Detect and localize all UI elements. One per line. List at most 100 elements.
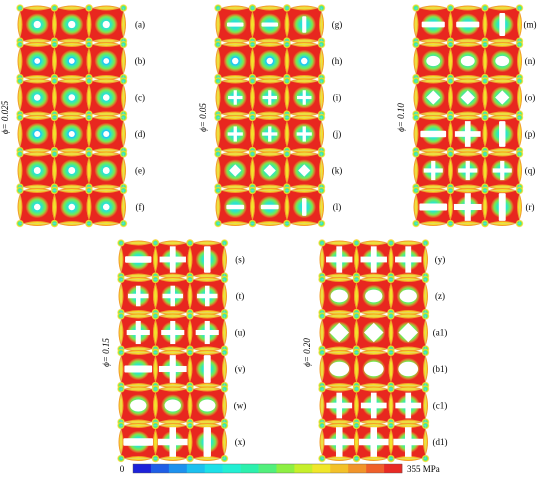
unit-cell bbox=[283, 40, 326, 82]
panel-label: (y) bbox=[435, 255, 446, 265]
colorbar: 0 355 MPa bbox=[120, 463, 440, 474]
panel-label: (a) bbox=[135, 20, 145, 30]
panel-label: (d) bbox=[135, 129, 146, 139]
contour-panel bbox=[412, 186, 524, 228]
colorbar-swatch bbox=[348, 464, 367, 473]
unit-cell bbox=[186, 239, 229, 280]
panel-group: ϕ= 0.15 (s) (t) (u) (v) (w) (x) bbox=[101, 239, 246, 463]
colorbar-swatch bbox=[240, 464, 259, 473]
panel-group: ϕ= 0.20 (y) (z) (a1) (b1) (c1) (d1) bbox=[302, 239, 448, 463]
unit-cell bbox=[248, 77, 291, 118]
unit-cell bbox=[446, 40, 489, 82]
unit-cell bbox=[283, 186, 326, 228]
unit-cell bbox=[481, 4, 524, 45]
contour-panel bbox=[318, 421, 430, 463]
panel-label: (p) bbox=[525, 129, 536, 139]
panel-label: (o) bbox=[525, 93, 536, 103]
volume-fraction-label: ϕ= 0.10 bbox=[396, 103, 406, 132]
unit-cell bbox=[318, 385, 361, 426]
unit-cell bbox=[481, 77, 524, 118]
unit-cell bbox=[387, 239, 430, 280]
colorbar-swatch bbox=[150, 464, 170, 473]
panel-label: (z) bbox=[435, 291, 445, 301]
unit-cell bbox=[283, 4, 326, 45]
panel-label: (b) bbox=[135, 56, 146, 66]
panel-label: (c1) bbox=[433, 401, 448, 411]
panel-label: (x) bbox=[235, 437, 246, 447]
unit-cell bbox=[283, 150, 326, 191]
panel-label: (l) bbox=[333, 202, 342, 212]
unit-cell bbox=[85, 4, 128, 45]
unit-cell bbox=[387, 421, 430, 463]
colorbar-swatch bbox=[204, 464, 223, 473]
unit-cell bbox=[186, 385, 229, 426]
panel-label: (g) bbox=[332, 20, 343, 30]
contour-panel bbox=[214, 4, 326, 45]
contour-panel bbox=[412, 4, 524, 45]
unit-cell bbox=[186, 421, 229, 463]
volume-fraction-label: ϕ= 0.20 bbox=[302, 338, 312, 367]
panel-label: (b1) bbox=[433, 364, 448, 374]
unit-cell bbox=[318, 348, 361, 390]
contour-panel bbox=[16, 186, 128, 228]
contour-panel bbox=[16, 4, 128, 45]
contour-panel bbox=[214, 150, 326, 191]
colorbar-swatch bbox=[276, 464, 295, 473]
colorbar-swatch bbox=[222, 464, 241, 473]
panel-label: (f) bbox=[136, 202, 145, 212]
colorbar-swatches bbox=[132, 463, 403, 474]
unit-cell bbox=[85, 186, 128, 228]
unit-cell bbox=[283, 113, 326, 155]
unit-cell bbox=[481, 186, 524, 228]
unit-cell bbox=[186, 275, 229, 317]
contour-panel bbox=[318, 275, 430, 317]
unit-cell bbox=[117, 421, 160, 463]
contour-panel bbox=[412, 40, 524, 82]
panel-label: (e) bbox=[135, 166, 145, 176]
panel-group: ϕ= 0.025 (a) (b) (c) (d) (e) (f) bbox=[0, 4, 145, 228]
unit-cell bbox=[387, 275, 430, 317]
contour-panel bbox=[16, 113, 128, 155]
volume-fraction-label: ϕ= 0.15 bbox=[101, 338, 111, 367]
colorbar-swatch bbox=[186, 464, 206, 473]
panel-label: (m) bbox=[524, 20, 537, 30]
panel-label: (c) bbox=[135, 93, 145, 103]
contour-panel bbox=[214, 186, 326, 228]
panel-label: (r) bbox=[526, 202, 535, 212]
unit-cell bbox=[186, 312, 229, 353]
contour-panel bbox=[117, 312, 229, 353]
unit-cell bbox=[412, 77, 455, 118]
contour-panel bbox=[412, 77, 524, 118]
unit-cell bbox=[387, 348, 430, 390]
panel-label: (i) bbox=[333, 93, 342, 103]
panel-label: (j) bbox=[333, 129, 342, 139]
contour-panel bbox=[318, 312, 430, 353]
colorbar-swatch bbox=[168, 464, 188, 473]
colorbar-max-label: 355 MPa bbox=[407, 464, 440, 474]
unit-cell bbox=[387, 312, 430, 353]
unit-cell bbox=[85, 40, 128, 82]
panel-group: ϕ= 0.10 (m) (n) (o) (p) (q) (r) bbox=[396, 4, 537, 228]
colorbar-swatch bbox=[258, 464, 277, 473]
colorbar-swatch bbox=[133, 464, 152, 473]
contour-panel bbox=[117, 421, 229, 463]
contour-panel bbox=[412, 113, 524, 155]
contour-panel bbox=[117, 275, 229, 317]
panel-label: (s) bbox=[235, 255, 245, 265]
unit-cell bbox=[85, 113, 128, 155]
contour-panel bbox=[318, 348, 430, 390]
panel-label: (w) bbox=[234, 401, 247, 411]
volume-fraction-label: ϕ= 0.05 bbox=[198, 103, 208, 132]
unit-cell bbox=[85, 150, 128, 191]
panel-label: (v) bbox=[235, 364, 246, 374]
panel-group: ϕ= 0.05 (g) (h) (i) (j) (k) (l) bbox=[198, 4, 342, 228]
unit-cell bbox=[481, 40, 524, 82]
contour-panel bbox=[318, 385, 430, 426]
volume-fraction-label: ϕ= 0.025 bbox=[0, 100, 10, 134]
unit-cell bbox=[387, 385, 430, 426]
contour-panel bbox=[117, 385, 229, 426]
colorbar-swatch bbox=[384, 464, 403, 473]
unit-cell bbox=[283, 77, 326, 118]
contour-panel bbox=[214, 40, 326, 82]
